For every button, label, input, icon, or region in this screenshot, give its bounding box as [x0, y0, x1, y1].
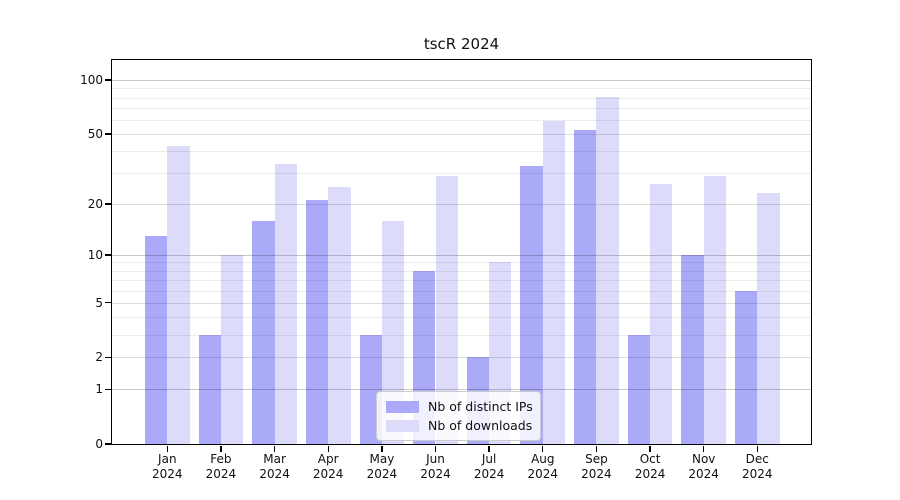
legend-swatch-downloads — [386, 419, 419, 432]
x-tick — [703, 445, 705, 452]
bar-downloads — [435, 175, 458, 444]
bar-downloads — [220, 254, 244, 444]
x-tick-label: Apr 2024 — [312, 452, 344, 481]
x-tick-label: Nov 2024 — [688, 452, 719, 481]
y-tick — [105, 133, 112, 135]
y-tick — [105, 254, 112, 256]
x-tick — [381, 445, 383, 452]
gridline-minor — [112, 119, 811, 121]
bar-downloads — [381, 220, 405, 444]
y-tick-label: 5 — [95, 295, 103, 310]
gridline-minor — [112, 204, 811, 205]
gridline-minor — [112, 317, 811, 319]
x-tick — [434, 445, 437, 452]
gridline-minor — [112, 302, 811, 304]
x-tick — [649, 445, 651, 452]
x-tick-label: Jun 2024 — [420, 452, 451, 481]
y-tick — [105, 79, 112, 81]
bar-distinct-ips — [520, 166, 543, 444]
y-tick — [105, 443, 112, 445]
gridline-major — [112, 80, 811, 82]
y-tick-label: 10 — [87, 247, 103, 262]
x-tick-label: Jul 2024 — [473, 452, 505, 481]
gridline-minor — [112, 270, 811, 272]
y-tick-label: 20 — [87, 197, 103, 211]
x-tick — [327, 445, 329, 452]
gridline-minor — [112, 151, 811, 153]
bar-downloads — [274, 163, 297, 444]
y-tick-label: 2 — [95, 350, 103, 365]
legend-label: Nb of distinct IPs — [428, 399, 533, 414]
legend-swatch-distinct-ips — [386, 400, 419, 413]
gridline-minor — [112, 290, 811, 292]
bar-distinct-ips — [734, 290, 758, 444]
x-tick — [220, 445, 222, 452]
y-tick — [105, 356, 112, 359]
x-tick-label: Jan 2024 — [152, 452, 183, 481]
x-tick — [488, 445, 490, 452]
x-tick — [756, 445, 758, 452]
x-tick-label: Sep 2024 — [581, 452, 612, 481]
bar-distinct-ips — [198, 334, 221, 444]
x-tick-label: Feb 2024 — [205, 452, 237, 481]
bar-distinct-ips — [574, 129, 597, 444]
x-tick — [273, 445, 276, 452]
gridline-minor — [112, 262, 811, 264]
gridline-minor — [112, 97, 811, 99]
y-tick-label: 1 — [95, 382, 103, 397]
gridline-minor — [112, 280, 811, 281]
gridline-minor — [112, 334, 811, 336]
bar-downloads — [328, 187, 351, 444]
gridline-minor — [112, 357, 811, 359]
bar-downloads — [703, 175, 727, 444]
bar-distinct-ips — [252, 220, 275, 444]
x-tick — [595, 445, 598, 452]
x-tick-label: Oct 2024 — [634, 452, 666, 481]
chart-title: tscR 2024 — [423, 35, 500, 53]
y-tick — [105, 388, 112, 390]
y-tick-label: 100 — [80, 73, 103, 88]
legend: Nb of distinct IPs Nb of downloads — [376, 391, 541, 441]
x-tick — [542, 445, 544, 452]
bar-downloads — [650, 184, 673, 444]
x-tick-label: May 2024 — [366, 452, 398, 481]
y-tick — [105, 203, 112, 205]
x-tick-label: Dec 2024 — [742, 452, 773, 481]
gridline-minor — [112, 107, 811, 109]
y-tick — [105, 302, 112, 304]
x-tick — [166, 445, 168, 452]
y-tick-label: 0 — [95, 437, 103, 451]
gridline-minor — [112, 88, 811, 90]
gridline-minor — [112, 173, 811, 175]
bar-distinct-ips — [305, 200, 329, 444]
gridline-minor — [112, 134, 811, 135]
x-tick-label: Mar 2024 — [259, 452, 290, 481]
legend-item-distinct-ips: Nb of distinct IPs — [386, 398, 533, 415]
legend-label: Nb of downloads — [428, 418, 533, 433]
bar-downloads — [167, 145, 190, 444]
plot-area — [111, 59, 812, 445]
bar-distinct-ips — [681, 254, 704, 444]
gridline-major — [112, 389, 811, 391]
x-tick-label: Aug 2024 — [527, 452, 559, 481]
y-tick-label: 50 — [87, 127, 103, 141]
bar-distinct-ips — [144, 235, 168, 444]
bar-downloads — [542, 121, 566, 444]
bar-distinct-ips — [627, 334, 651, 444]
gridline-major — [112, 254, 811, 256]
bar-downloads — [757, 193, 780, 444]
bar-downloads — [596, 96, 619, 444]
legend-item-downloads: Nb of downloads — [386, 417, 533, 434]
